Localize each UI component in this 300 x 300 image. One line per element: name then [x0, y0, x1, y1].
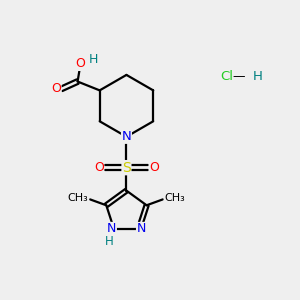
Text: —: —	[232, 70, 244, 83]
Text: CH₃: CH₃	[164, 193, 185, 203]
Text: N: N	[136, 223, 146, 236]
Text: N: N	[107, 223, 116, 236]
Text: Cl: Cl	[221, 70, 234, 83]
Text: N: N	[122, 130, 131, 143]
Text: O: O	[76, 57, 85, 70]
Text: H: H	[105, 235, 114, 248]
Text: O: O	[51, 82, 61, 95]
Text: CH₃: CH₃	[68, 193, 88, 203]
Text: S: S	[122, 161, 131, 175]
Text: H: H	[253, 70, 263, 83]
Text: O: O	[94, 161, 104, 174]
Text: H: H	[89, 53, 98, 66]
Text: O: O	[149, 161, 159, 174]
